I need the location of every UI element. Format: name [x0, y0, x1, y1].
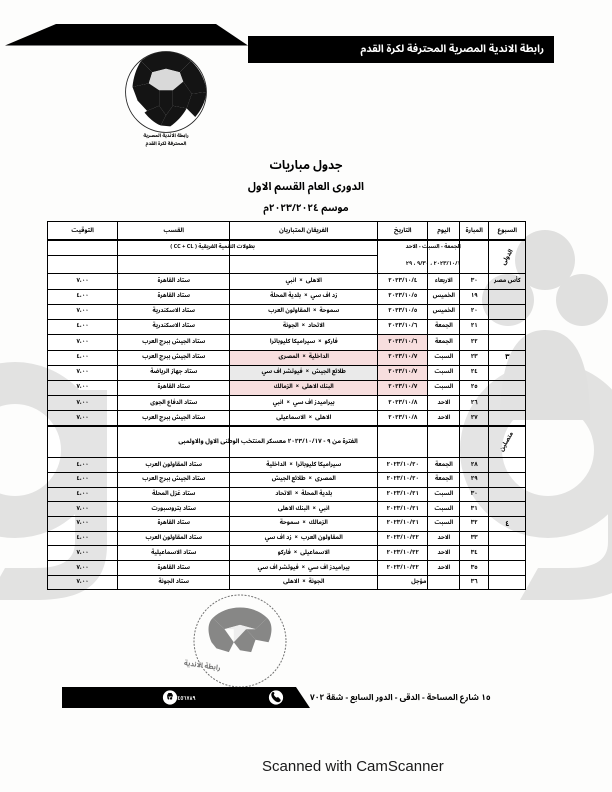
svg-text:رابطة الاندية: رابطة الاندية	[183, 656, 222, 676]
